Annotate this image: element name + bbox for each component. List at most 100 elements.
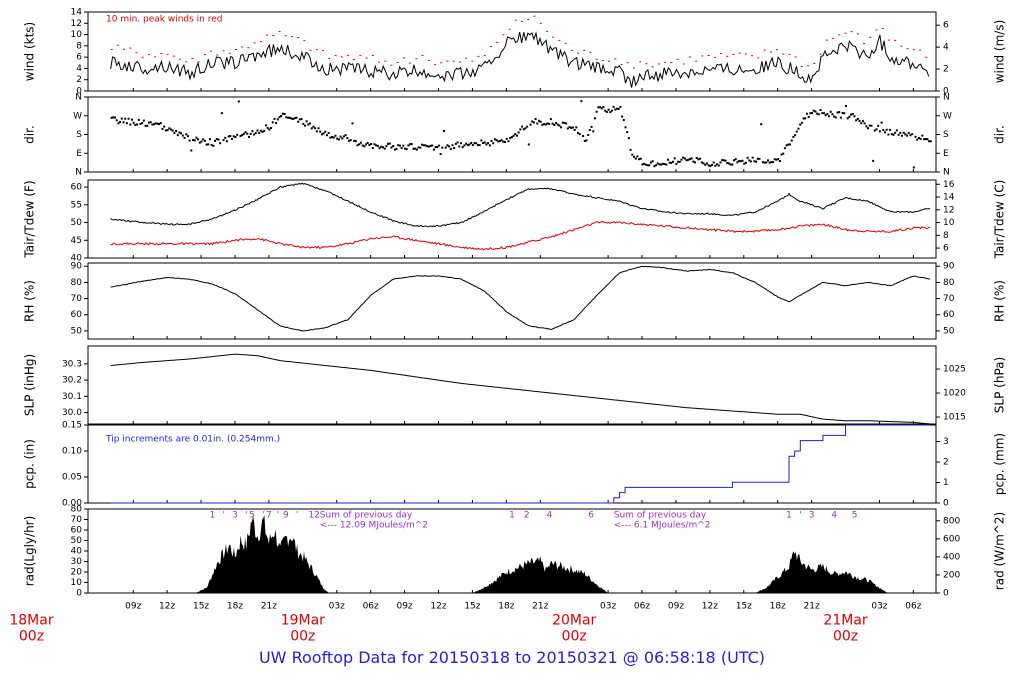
ytick-label-right-precipitation: 3 [943,437,949,447]
direction-point [429,144,432,147]
direction-point [280,115,283,118]
radiation-annotation: <--- 6.1 MJoules/m^2 [614,521,711,531]
ylabel-left-precipitation: pcp. (in) [23,439,37,489]
radiation-annotation: Sum of previous day [614,511,707,521]
direction-point [256,129,259,132]
direction-point [649,161,652,164]
direction-point [838,111,841,114]
ylabel-left-pressure: SLP (inHg) [23,354,37,416]
ytick-label-right-radiation: 0 [943,589,949,599]
direction-point [185,133,188,136]
direction-point [867,127,870,130]
direction-point [441,146,444,149]
direction-point [149,121,152,124]
direction-point [683,157,686,160]
direction-point [855,119,858,122]
direction-point [456,141,459,144]
direction-point [780,153,783,156]
direction-point [580,100,583,103]
direction-point [258,131,261,134]
direction-point [563,121,566,124]
ytick-label-right-wind: 0 [943,87,949,97]
direction-point [519,128,522,131]
direction-point [351,122,354,125]
direction-point [531,120,534,123]
ytick-label-left-radiation: 60 [71,526,83,536]
ytick-label-right-humidity: 90 [943,262,955,272]
direction-point [543,123,546,126]
radiation-hour-marker: 2 [524,511,530,521]
direction-point [339,135,342,138]
direction-point [602,106,605,109]
xtick-label: 21z [261,602,277,612]
direction-point [787,143,790,146]
radiation-hour-marker: 4 [546,511,552,521]
direction-point [861,120,864,123]
direction-point [163,125,166,128]
direction-point [677,160,680,163]
ytick-label-left-dir: W [73,111,82,121]
direction-point [685,159,688,162]
direction-point [804,117,807,120]
xtick-label: 15z [736,602,752,612]
direction-point [315,130,318,133]
direction-point [811,112,814,115]
direction-point [186,135,189,138]
direction-point [717,164,720,167]
direction-point [215,137,218,140]
direction-point [539,120,542,123]
ytick-label-right-temperature: 14 [943,193,955,203]
direction-point [770,161,773,164]
direction-point [883,131,886,134]
direction-point [873,129,876,132]
ytick-label-right-temperature: 16 [943,180,955,190]
direction-point [722,159,725,162]
radiation-hour-marker: ' [222,511,224,521]
direction-point [278,116,281,119]
ylabel-left-humidity: RH (%) [23,280,37,322]
direction-point [286,116,289,119]
direction-point [529,123,532,126]
ytick-label-right-wind: 2 [943,65,949,75]
radiation-annotation: Sum of previous day [320,511,413,521]
direction-point [524,127,527,130]
direction-point [831,113,834,116]
direction-point [828,115,831,118]
xtick-label: 12z [430,602,446,612]
direction-point [208,138,211,141]
direction-point [483,141,486,144]
panel-annotation-wind: 10 min. peak winds in red [106,15,223,25]
direction-point [894,131,897,134]
radiation-hour-marker: 5 [852,511,858,521]
direction-point [168,127,171,130]
ytick-label-right-radiation: 600 [943,534,960,544]
ylabel-left-wind: wind (kts) [23,22,37,81]
direction-point [751,156,754,159]
direction-point [329,136,332,139]
ytick-label-left-dir: E [76,149,82,159]
direction-point [254,132,257,135]
ytick-label-right-wind: 6 [943,21,949,31]
direction-point [671,160,674,163]
direction-point [244,131,247,134]
direction-point [646,164,649,167]
direction-point [512,134,515,137]
date-time-label: 00z [833,629,858,645]
direction-point [114,116,117,119]
ytick-label-left-pressure: 30.3 [62,359,82,369]
direction-point [627,137,630,140]
radiation-hour-marker: 6 [588,511,594,521]
direction-point [273,117,276,120]
direction-point [261,130,264,133]
direction-point [844,105,847,108]
ytick-label-right-dir: S [943,130,949,140]
direction-point [132,121,135,124]
direction-point [733,159,736,162]
direction-point [292,118,295,121]
direction-point [568,126,571,129]
direction-point [795,130,798,133]
direction-point [422,144,425,147]
direction-point [342,135,345,138]
direction-point [919,137,922,140]
direction-point [758,157,761,160]
